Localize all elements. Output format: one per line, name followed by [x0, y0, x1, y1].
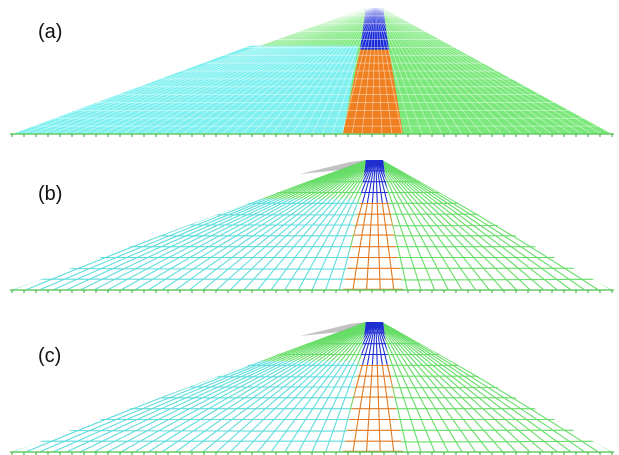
mesh-row [0, 170, 619, 171]
mesh-row [0, 171, 619, 172]
dam-section [0, 8, 619, 137]
mesh-row [0, 333, 619, 334]
dam-section [0, 322, 619, 455]
panel-label: (c) [38, 345, 61, 367]
panel-label: (a) [38, 21, 62, 43]
shell-lower-left [12, 46, 358, 134]
mesh-row [0, 333, 619, 334]
panel-label: (b) [38, 183, 62, 205]
mesh-row [0, 192, 619, 193]
mesh-row [0, 171, 619, 172]
mesh-row [0, 332, 619, 333]
figure: (a) (b) (c) [0, 0, 619, 455]
dam-section [0, 160, 619, 293]
mesh-row [0, 354, 619, 355]
